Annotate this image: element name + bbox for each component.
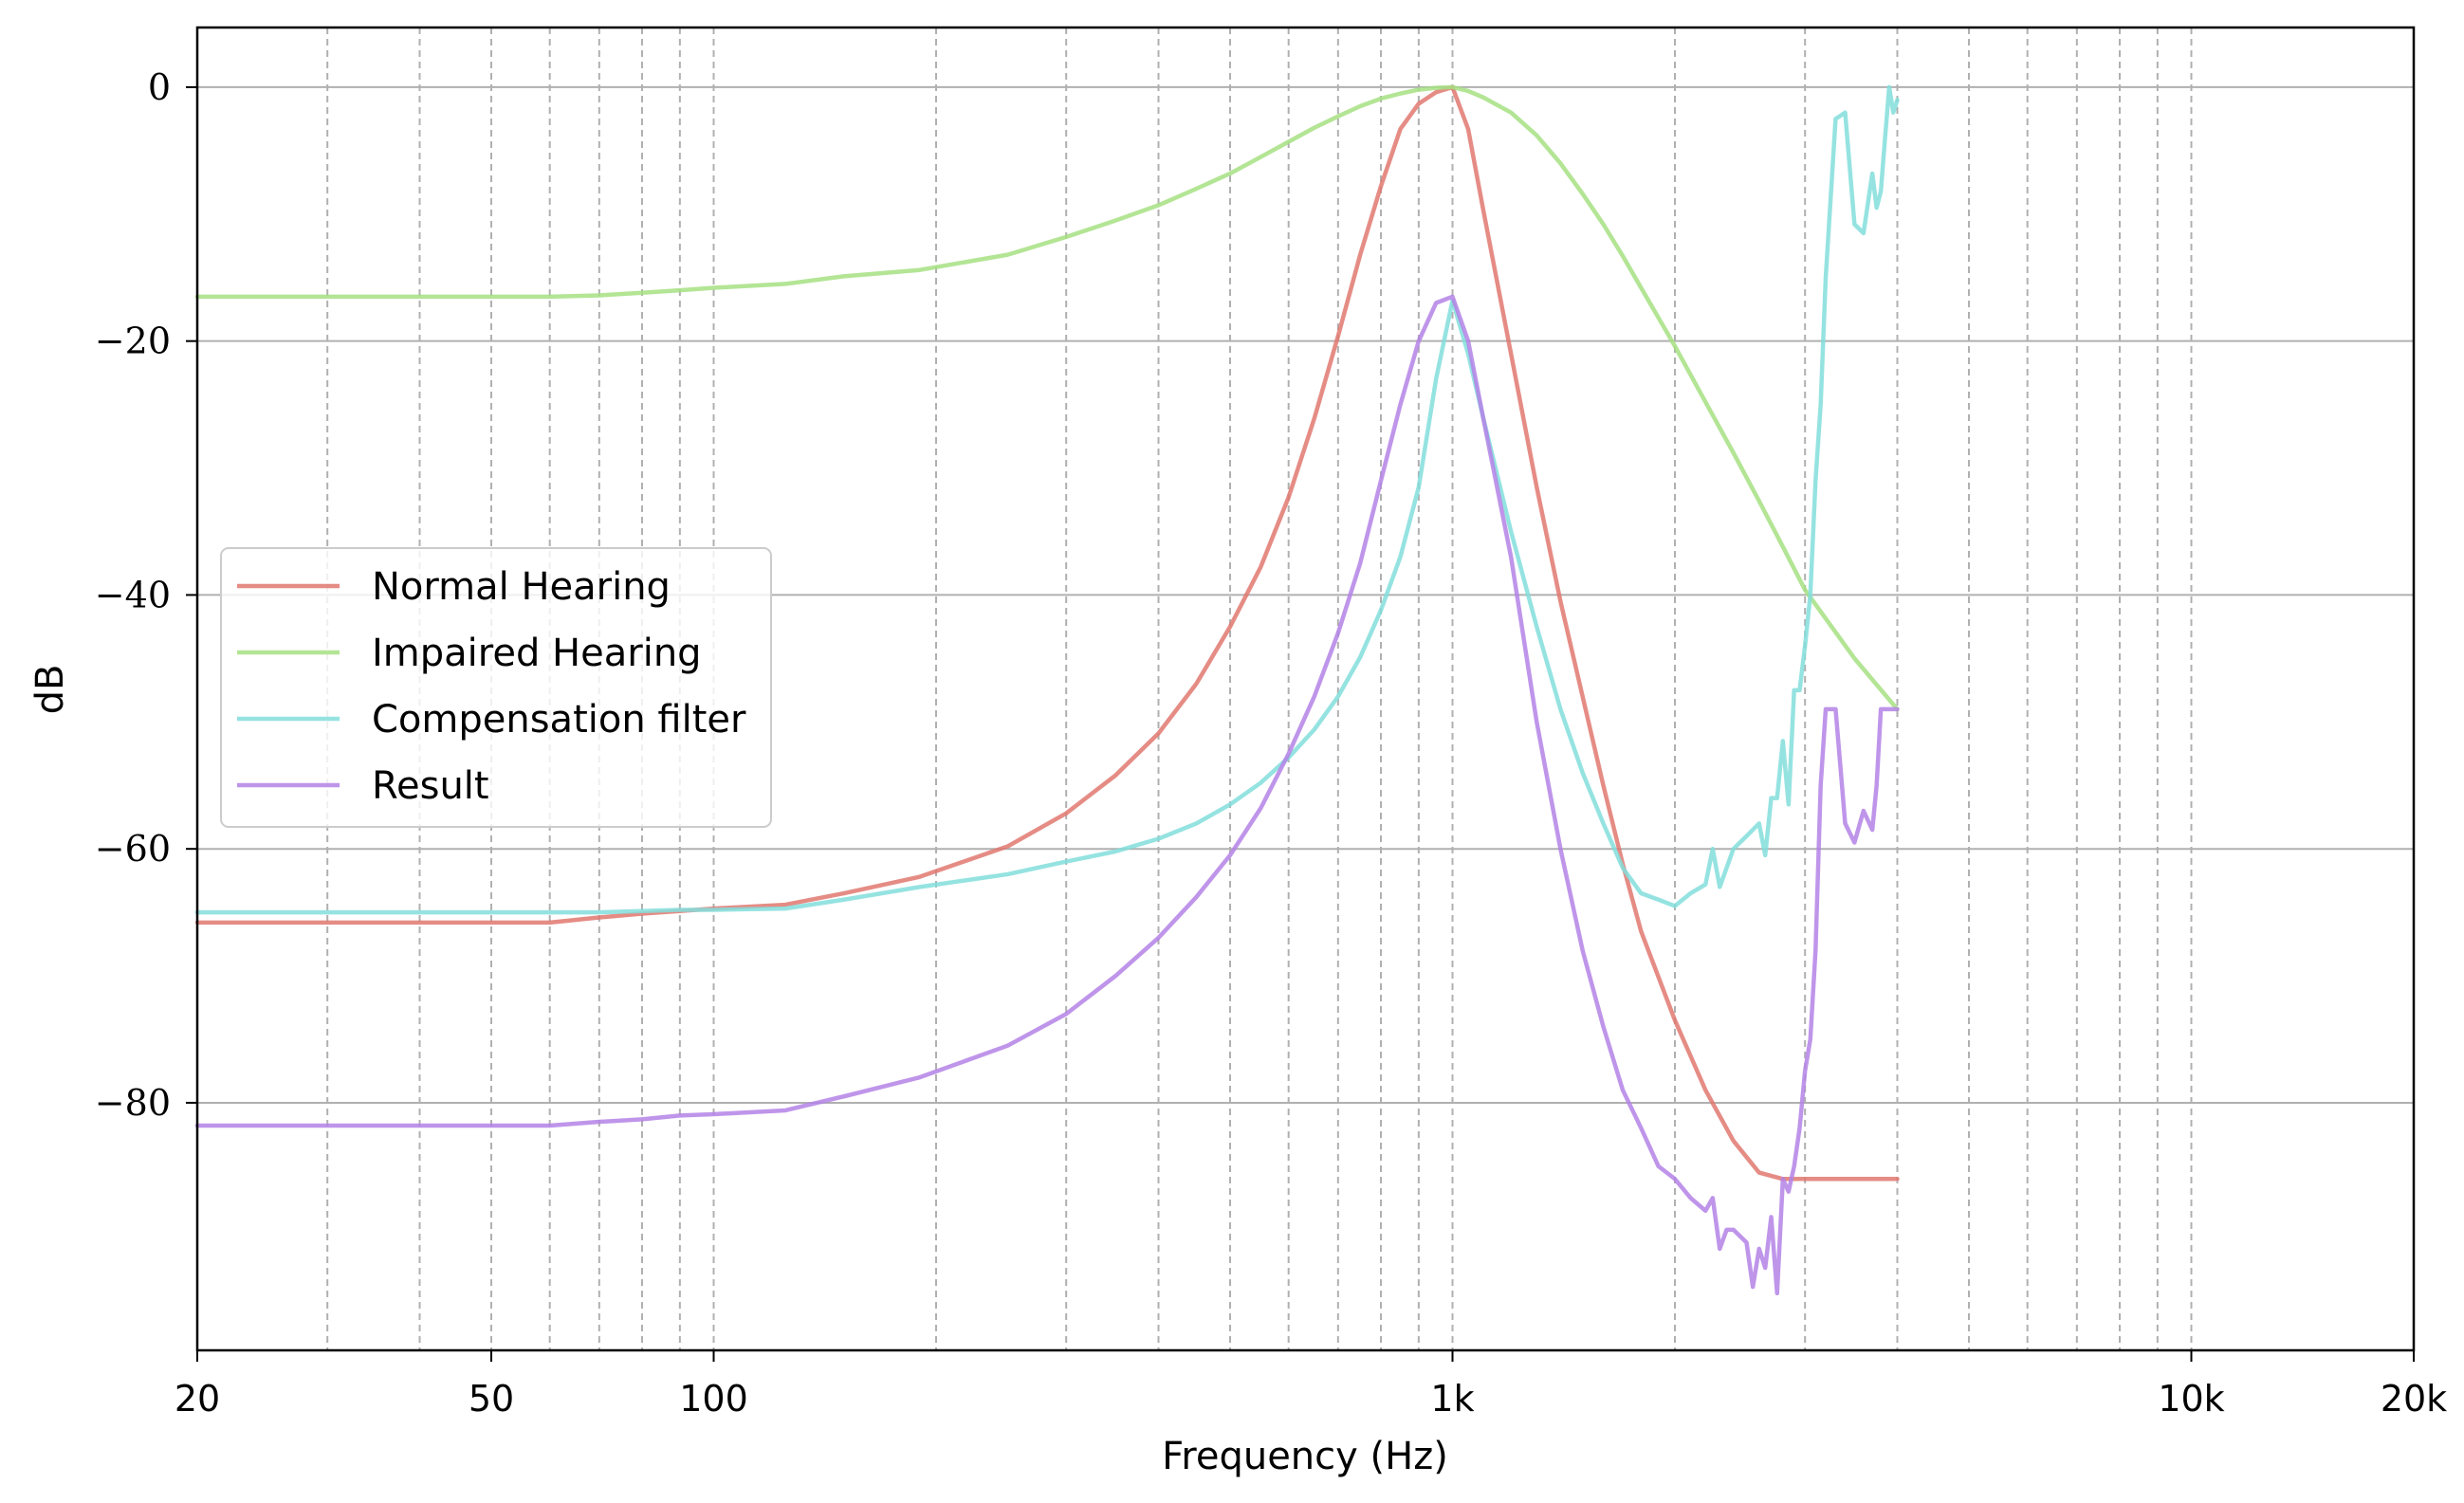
y-axis-label: dB <box>28 665 72 715</box>
legend-label-result: Result <box>372 764 489 808</box>
y-tick-label: −60 <box>95 828 171 870</box>
x-tick-label: 1k <box>1430 1378 1474 1420</box>
y-tick-label: 0 <box>148 66 171 108</box>
x-tick-label: 10k <box>2158 1378 2224 1420</box>
legend: Normal Hearing Impaired Hearing Compensa… <box>220 547 772 828</box>
ticks-layer: 20 50 100 1k 10k 20k 0 −20 −40 −60 −80 <box>95 66 2447 1420</box>
x-tick-label: 20 <box>175 1378 220 1420</box>
legend-label-impaired-hearing: Impaired Hearing <box>372 632 702 675</box>
x-tick-label: 20k <box>2381 1378 2447 1420</box>
series-line-result <box>194 294 1900 1296</box>
legend-frame <box>220 547 772 828</box>
x-tick-label: 100 <box>679 1378 748 1420</box>
y-tick-label: −40 <box>95 574 171 615</box>
legend-label-normal-hearing: Normal Hearing <box>372 565 671 609</box>
legend-label-compensation-filter: Compensation filter <box>372 698 746 742</box>
plot-frame <box>195 26 2416 1352</box>
grid-layer <box>197 27 2414 1350</box>
x-tick-label: 50 <box>469 1378 514 1420</box>
series-layer <box>194 84 1900 1296</box>
x-axis-label: Frequency (Hz) <box>1162 1435 1448 1478</box>
series-line-compensation-filter <box>194 84 1900 915</box>
y-tick-label: −20 <box>95 321 171 362</box>
series-line-impaired-hearing <box>194 84 1900 712</box>
y-tick-label: −80 <box>95 1082 171 1124</box>
